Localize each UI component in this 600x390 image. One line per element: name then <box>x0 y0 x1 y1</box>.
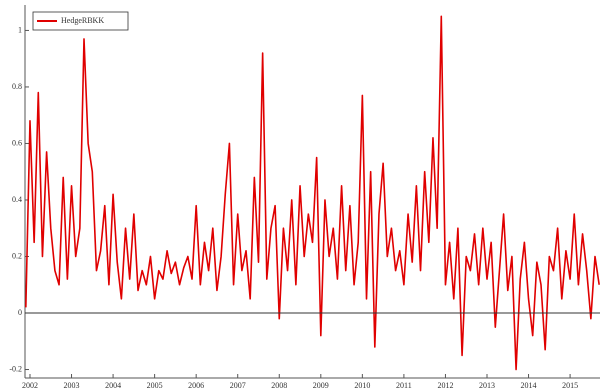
x-tick-label: 2015 <box>562 381 578 390</box>
y-tick-label: 0 <box>18 308 22 317</box>
y-tick-label: 0.8 <box>12 82 22 91</box>
x-tick-label: 2007 <box>230 381 246 390</box>
x-tick-label: 2005 <box>147 381 163 390</box>
x-tick-label: 2003 <box>64 381 80 390</box>
x-tick-label: 2002 <box>22 381 38 390</box>
x-tick-label: 2013 <box>479 381 495 390</box>
data-line <box>25 15 600 371</box>
y-tick-label: 0.2 <box>12 251 22 260</box>
x-tick-label: 2011 <box>396 381 412 390</box>
x-tick-label: 2012 <box>437 381 453 390</box>
x-tick-label: 2009 <box>313 381 329 390</box>
x-tick-label: 2006 <box>188 381 204 390</box>
y-tick-label: -0.2 <box>9 364 22 373</box>
legend-label: HedgeRBKK <box>61 16 104 25</box>
y-tick-label: 0.4 <box>12 195 22 204</box>
y-tick-label: 1 <box>18 25 22 34</box>
x-tick-label: 2004 <box>105 381 121 390</box>
x-tick-label: 2008 <box>271 381 287 390</box>
legend-box <box>32 11 129 31</box>
y-tick-label: 0.6 <box>12 138 22 147</box>
x-tick-label: 2014 <box>521 381 537 390</box>
x-tick-label: 2010 <box>354 381 370 390</box>
